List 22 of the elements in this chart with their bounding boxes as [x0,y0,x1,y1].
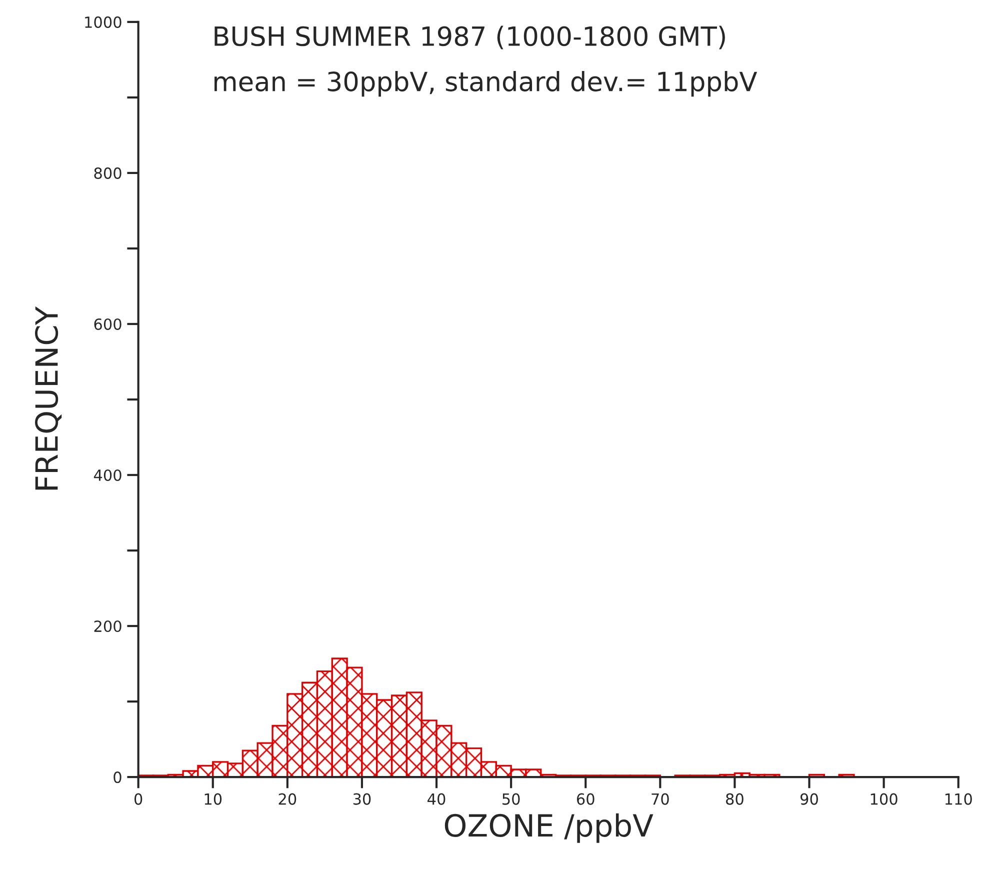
x-axis-title: OZONE /ppbV [444,813,654,843]
x-tick-label: 70 [652,793,669,805]
x-tick-label: 60 [576,793,594,805]
x-tick-label: 10 [204,793,222,805]
y-tick-label: 200 [94,620,122,632]
y-axis-title: FREQUENCY [34,306,62,490]
x-tick-label: 50 [502,793,520,805]
x-tick-label: 30 [353,793,371,805]
x-tick-label: 0 [134,793,142,805]
y-tick-label: 400 [94,469,122,482]
y-tick-label: 800 [94,167,122,179]
x-tick-label: 40 [428,793,446,805]
y-tick-label: 1000 [85,16,122,28]
chart-title: BUSH SUMMER 1987 (1000-1800 GMT) [214,26,725,50]
x-tick-label: 90 [800,793,818,805]
x-tick-label: 80 [726,793,744,805]
x-tick-label: 20 [278,793,296,805]
x-tick-label: 100 [870,793,898,805]
text: mean = 30ppbV, standard dev.= 11ppbV [214,71,758,97]
y-tick-label: 0 [114,771,122,784]
x-tick-label: 110 [945,793,972,805]
y-tick-label: 600 [94,318,122,330]
